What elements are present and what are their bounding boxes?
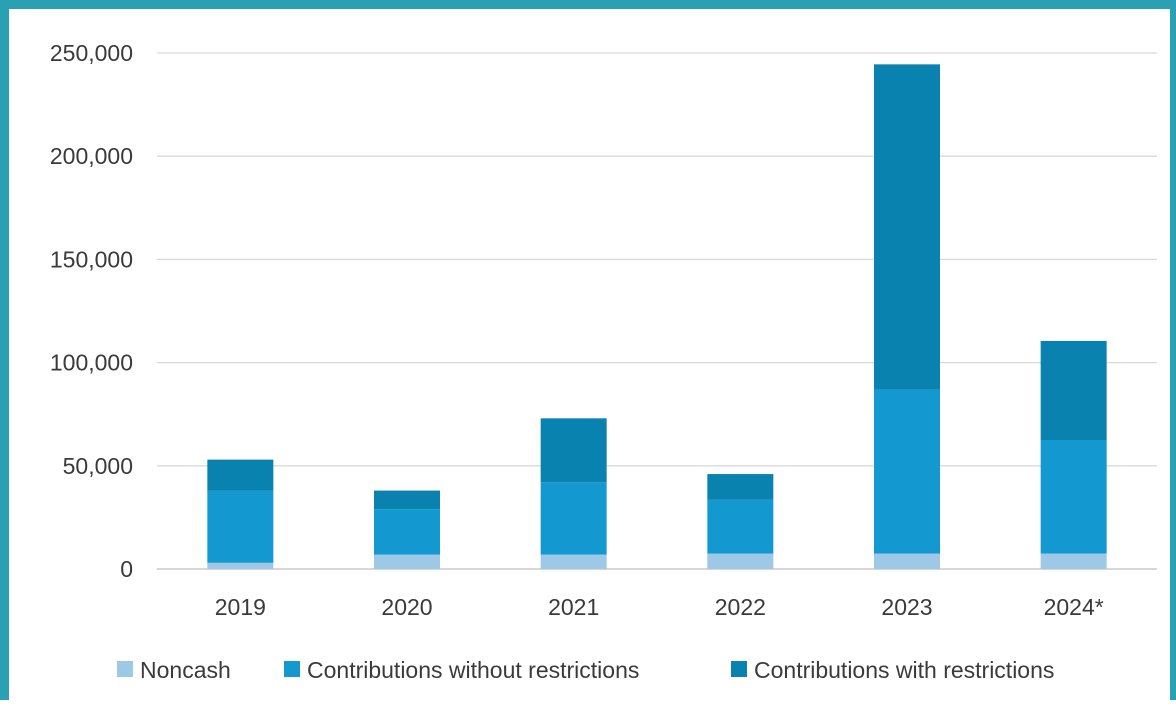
legend: Noncash Contributions without restriction…	[117, 657, 1054, 683]
legend-swatch	[284, 661, 300, 677]
x-tick-label: 2022	[715, 594, 766, 620]
y-tick-label: 0	[120, 556, 133, 582]
bar-segment	[374, 490, 440, 510]
x-axis-tick-labels: 2019 2020 2021 2022 2023 2024*	[215, 594, 1104, 620]
legend-label: Contributions without restrictions	[307, 657, 639, 683]
x-tick-label: 2019	[215, 594, 266, 620]
gridlines	[157, 52, 1157, 570]
bar-segment	[207, 459, 274, 491]
stacked-bar-chart: 0 50,000 100,000 150,000 200,000 250,000 2019…	[50, 40, 1157, 683]
bar-segment	[207, 490, 274, 563]
y-tick-label: 250,000	[50, 40, 133, 66]
bar-segment	[874, 64, 940, 390]
y-tick-label: 100,000	[50, 350, 133, 376]
bar-segment	[874, 389, 940, 554]
legend-swatch	[117, 661, 133, 677]
y-axis-tick-labels: 0 50,000 100,000 150,000 200,000 250,000	[50, 40, 133, 582]
legend-label: Noncash	[140, 657, 231, 683]
bar-segment	[1040, 553, 1107, 569]
bar-segment	[1040, 440, 1107, 554]
bars	[207, 64, 1107, 569]
y-tick-label: 200,000	[50, 143, 133, 169]
bar-segment	[707, 474, 774, 500]
bar-segment	[540, 482, 607, 555]
bar-segment	[374, 554, 440, 569]
x-tick-label: 2023	[881, 594, 932, 620]
legend-swatch	[731, 661, 747, 677]
bar-segment	[707, 553, 774, 569]
bar-segment	[1040, 340, 1107, 440]
bar-segment	[207, 562, 274, 569]
bar-segment	[707, 499, 774, 554]
bar-segment	[374, 509, 440, 555]
x-tick-label: 2024*	[1044, 594, 1104, 620]
x-tick-label: 2020	[381, 594, 432, 620]
y-tick-label: 50,000	[63, 453, 133, 479]
legend-label: Contributions with restrictions	[754, 657, 1054, 683]
bar-segment	[540, 554, 607, 569]
bar-segment	[540, 418, 607, 483]
y-tick-label: 150,000	[50, 246, 133, 272]
x-tick-label: 2021	[548, 594, 599, 620]
bar-segment	[874, 553, 940, 569]
